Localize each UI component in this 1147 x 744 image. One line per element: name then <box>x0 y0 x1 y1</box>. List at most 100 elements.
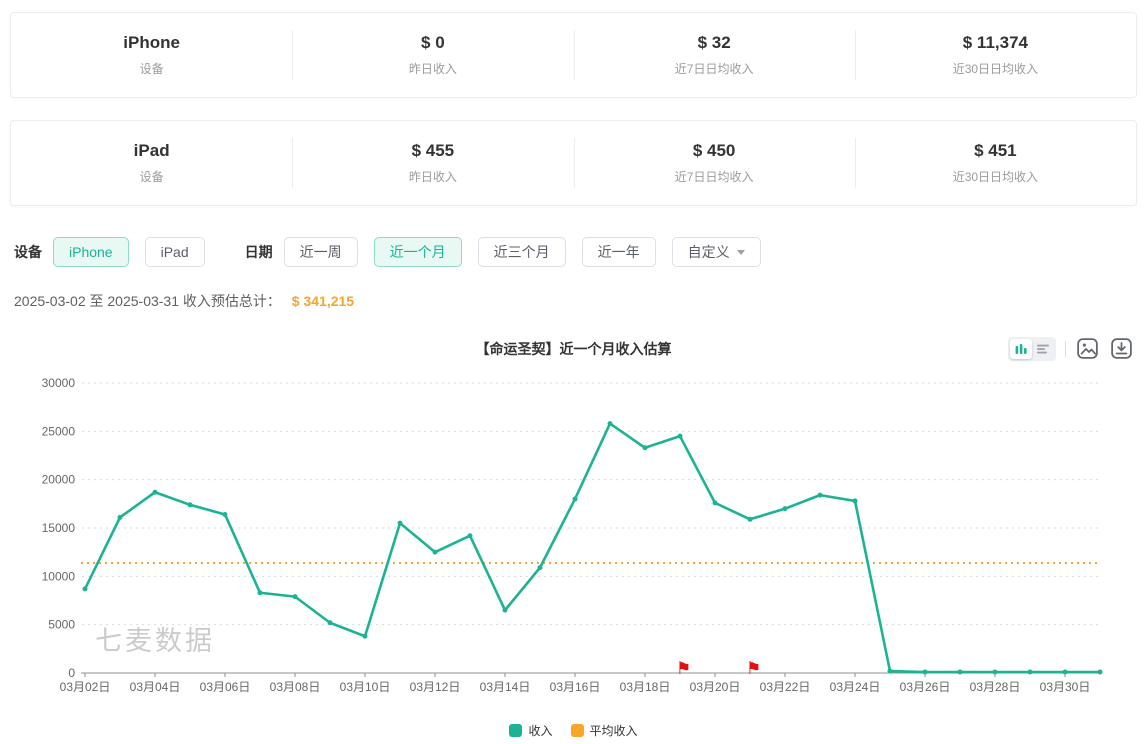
data-point[interactable] <box>537 565 543 571</box>
list-icon <box>1037 344 1049 353</box>
device-filter-ipad[interactable]: iPad <box>144 237 205 267</box>
device-filter-label: 设备 <box>14 244 42 260</box>
data-point[interactable] <box>607 421 613 427</box>
stat-device: iPhone 设备 <box>11 13 292 97</box>
data-point[interactable] <box>397 520 403 526</box>
x-axis-label: 03月04日 <box>130 680 181 694</box>
stat-value: iPad <box>133 141 170 160</box>
stat-value: $ 0 <box>421 33 445 52</box>
legend-label: 收入 <box>528 724 553 738</box>
date-range: 2025-03-02 至 2025-03-31 <box>14 293 180 309</box>
image-icon <box>1077 338 1098 359</box>
export-image-button[interactable] <box>1075 336 1100 361</box>
toolbar-divider <box>1065 340 1066 357</box>
data-point[interactable] <box>117 514 123 520</box>
revenue-chart[interactable]: 0 5000 10000 15000 20000 25000 30000 七麦数据 03月02日… <box>10 367 1137 710</box>
data-point[interactable] <box>467 533 473 539</box>
revenue-summary: 2025-03-02 至 2025-03-31 收入预估总计： $ 341,21… <box>14 291 1133 311</box>
date-filter-last-week[interactable]: 近一周 <box>283 237 358 267</box>
stat-label: 近7日日均收入 <box>674 170 754 184</box>
data-point[interactable] <box>292 594 298 600</box>
table-view-button[interactable] <box>1032 339 1054 359</box>
x-axis-label: 03月22日 <box>760 680 811 694</box>
data-point[interactable] <box>852 498 858 504</box>
stat-device: iPad 设备 <box>11 121 292 205</box>
income-legend-swatch <box>509 724 523 737</box>
data-point[interactable] <box>887 668 893 674</box>
x-axis-label: 03月08日 <box>270 680 321 694</box>
event-flag-icon[interactable]: ⚑ <box>676 659 691 678</box>
chart-legend: 收入 平均收入 <box>10 722 1137 739</box>
date-filter-custom-dropdown[interactable]: 自定义 <box>671 237 761 267</box>
chart-header: 【命运圣契】近一个月收入估算 <box>10 336 1137 363</box>
y-axis-label: 5000 <box>48 618 75 632</box>
data-point[interactable] <box>432 549 438 555</box>
watermark: 七麦数据 <box>95 626 215 656</box>
x-axis-label: 03月20日 <box>690 680 741 694</box>
x-axis-label: 03月14日 <box>480 680 531 694</box>
event-flag-icon[interactable]: ⚑ <box>746 659 761 678</box>
y-axis-label: 20000 <box>42 473 76 487</box>
chart-title: 【命运圣契】近一个月收入估算 <box>475 341 672 357</box>
x-axis-label: 03月02日 <box>60 680 111 694</box>
stat-yesterday-revenue: $ 455 昨日收入 <box>292 121 573 205</box>
date-filter-last-3-months[interactable]: 近三个月 <box>477 237 566 267</box>
x-axis-label: 03月10日 <box>340 680 391 694</box>
data-point[interactable] <box>1027 669 1033 675</box>
average-income-legend-swatch <box>570 724 584 737</box>
data-point[interactable] <box>327 620 333 626</box>
data-point[interactable] <box>642 445 648 451</box>
ipad-summary-card: iPad 设备 $ 455 昨日收入 $ 450 近7日日均收入 $ 451 近… <box>10 120 1137 206</box>
data-point[interactable] <box>747 516 753 522</box>
stat-value: $ 451 <box>974 141 1017 160</box>
device-filter-iphone[interactable]: iPhone <box>53 237 129 267</box>
data-point[interactable] <box>502 607 508 613</box>
revenue-chart-svg[interactable]: 0 5000 10000 15000 20000 25000 30000 七麦数据 03月02日… <box>10 367 1137 705</box>
data-point[interactable] <box>187 502 193 508</box>
x-axis-label: 03月16日 <box>550 680 601 694</box>
data-point[interactable] <box>222 511 228 517</box>
data-point[interactable] <box>992 669 998 675</box>
filter-bar: 设备 iPhone iPad 日期 近一周 近一个月 近三个月 近一年 自定义 <box>14 237 1133 267</box>
data-point[interactable] <box>82 586 88 592</box>
data-point[interactable] <box>782 506 788 512</box>
data-point[interactable] <box>152 489 158 495</box>
x-axis-label: 03月24日 <box>830 680 881 694</box>
data-point[interactable] <box>712 500 718 506</box>
stat-label: 设备 <box>139 170 164 184</box>
stat-value: $ 11,374 <box>962 33 1028 52</box>
stat-30day-avg-revenue: $ 451 近30日日均收入 <box>854 121 1136 205</box>
data-point[interactable] <box>957 669 963 675</box>
stat-value: $ 32 <box>697 33 731 52</box>
download-data-button[interactable] <box>1109 336 1134 361</box>
stat-label: 近30日日均收入 <box>952 170 1039 184</box>
stat-value: $ 450 <box>692 141 736 160</box>
data-point[interactable] <box>257 590 263 596</box>
data-point[interactable] <box>677 433 683 439</box>
stat-label: 设备 <box>139 62 164 76</box>
stat-7day-avg-revenue: $ 32 近7日日均收入 <box>573 13 855 97</box>
x-axis-label: 03月18日 <box>620 680 671 694</box>
data-point[interactable] <box>817 492 823 498</box>
bar-chart-icon <box>1015 343 1027 354</box>
data-point[interactable] <box>1097 669 1103 675</box>
legend-label: 平均收入 <box>589 724 638 738</box>
data-point[interactable] <box>362 633 368 639</box>
stat-30day-avg-revenue: $ 11,374 近30日日均收入 <box>854 13 1136 97</box>
date-filter-last-month[interactable]: 近一个月 <box>373 237 462 267</box>
x-axis-label: 03月28日 <box>970 680 1021 694</box>
date-filter-last-year[interactable]: 近一年 <box>581 237 656 267</box>
stat-7day-avg-revenue: $ 450 近7日日均收入 <box>573 121 855 205</box>
revenue-line[interactable] <box>83 422 1102 674</box>
data-point[interactable] <box>922 669 928 675</box>
legend-item-income[interactable]: 收入 <box>509 722 553 739</box>
legend-item-average-income[interactable]: 平均收入 <box>570 722 638 739</box>
stat-label: 昨日收入 <box>408 62 457 76</box>
stat-label: 近7日日均收入 <box>674 62 754 76</box>
y-axis-label: 10000 <box>42 569 76 583</box>
stat-label: 近30日日均收入 <box>952 62 1039 76</box>
data-point[interactable] <box>572 496 578 502</box>
data-point[interactable] <box>1062 669 1068 675</box>
chart-view-button[interactable] <box>1010 338 1032 359</box>
chevron-down-icon <box>736 249 745 255</box>
